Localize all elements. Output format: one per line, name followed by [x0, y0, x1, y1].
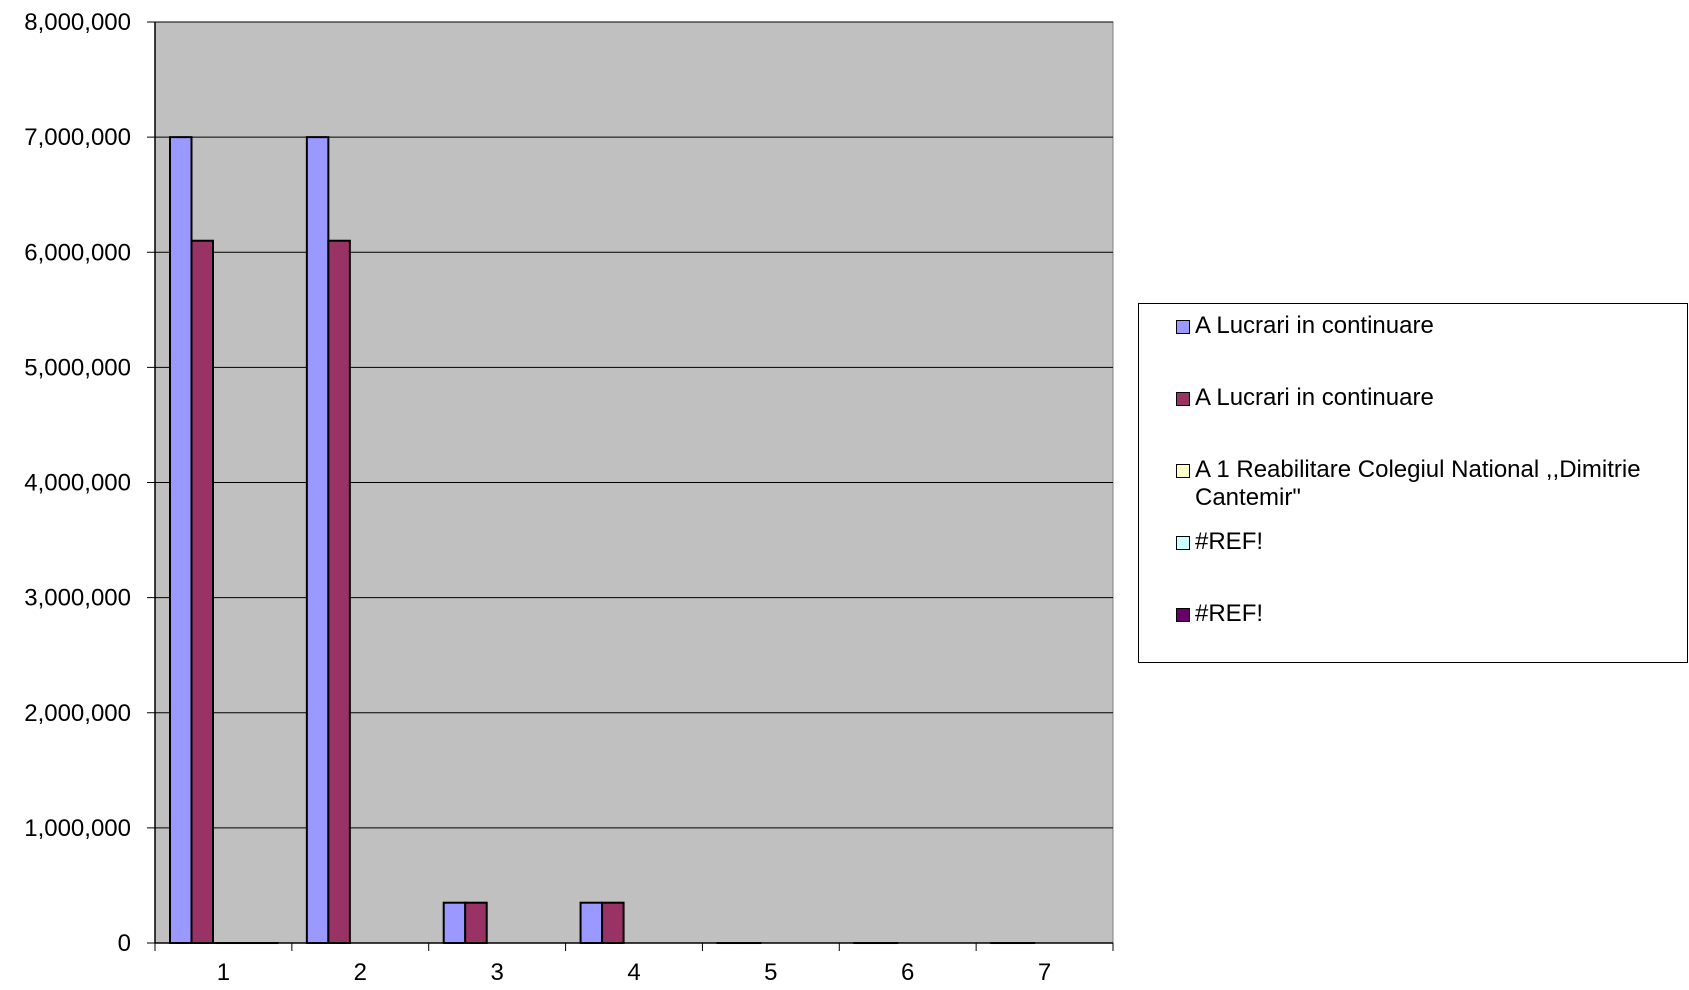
- legend-label-3: A 1 Reabilitare Colegiul National ,,Dimi…: [1195, 456, 1641, 511]
- bars: [169, 136, 1036, 945]
- legend-swatch-5: [1176, 608, 1190, 622]
- y-tick-label: 8,000,000: [24, 9, 131, 36]
- legend-item-4: #REF!: [1176, 528, 1689, 556]
- y-tick-label: 0: [118, 930, 131, 957]
- legend-item-1: A Lucrari in continuare: [1176, 312, 1689, 340]
- bar: [305, 136, 330, 944]
- y-tick-label: 2,000,000: [24, 700, 131, 727]
- y-tick-label: 4,000,000: [24, 470, 131, 497]
- legend-label-2: A Lucrari in continuare: [1195, 384, 1434, 411]
- bar: [169, 136, 193, 944]
- bar: [464, 901, 488, 944]
- axes: [147, 21, 1114, 951]
- bar: [190, 239, 214, 945]
- y-tick-label: 5,000,000: [24, 354, 131, 381]
- legend-item-5: #REF!: [1176, 600, 1689, 628]
- y-tick-label: 7,000,000: [24, 124, 131, 151]
- legend-swatch-4: [1176, 536, 1190, 550]
- x-tick-labels: 1 2 3 4 5 6 7: [217, 959, 1052, 986]
- legend-swatch-3: [1176, 464, 1190, 478]
- x-tick-label: 3: [490, 959, 503, 986]
- x-tick-label: 2: [354, 959, 367, 986]
- legend-item-2: A Lucrari in continuare: [1176, 384, 1689, 412]
- legend-label-5: #REF!: [1195, 600, 1264, 627]
- y-tick-labels: 0 1,000,000 2,000,000 3,000,000 4,000,000 5,0…: [24, 9, 131, 957]
- legend-label-1: A Lucrari in continuare: [1195, 312, 1434, 339]
- legend-swatch-2: [1176, 392, 1190, 406]
- legend: A Lucrari in continuare A Lucrari in con…: [1138, 303, 1688, 663]
- x-tick-label: 7: [1038, 959, 1051, 986]
- x-tick-label: 5: [764, 959, 777, 986]
- bar: [327, 239, 351, 945]
- legend-item-3: A 1 Reabilitare Colegiul National ,,Dimi…: [1176, 456, 1689, 512]
- bar: [579, 901, 604, 944]
- y-tick-label: 6,000,000: [24, 239, 131, 266]
- x-tick-label: 6: [901, 959, 914, 986]
- y-tick-label: 3,000,000: [24, 585, 131, 612]
- y-tick-label: 1,000,000: [24, 815, 131, 842]
- x-tick-label: 4: [627, 959, 640, 986]
- bar: [442, 901, 467, 944]
- legend-label-4: #REF!: [1195, 528, 1264, 555]
- x-tick-label: 1: [217, 959, 230, 986]
- bar: [601, 901, 625, 944]
- legend-swatch-1: [1176, 320, 1190, 334]
